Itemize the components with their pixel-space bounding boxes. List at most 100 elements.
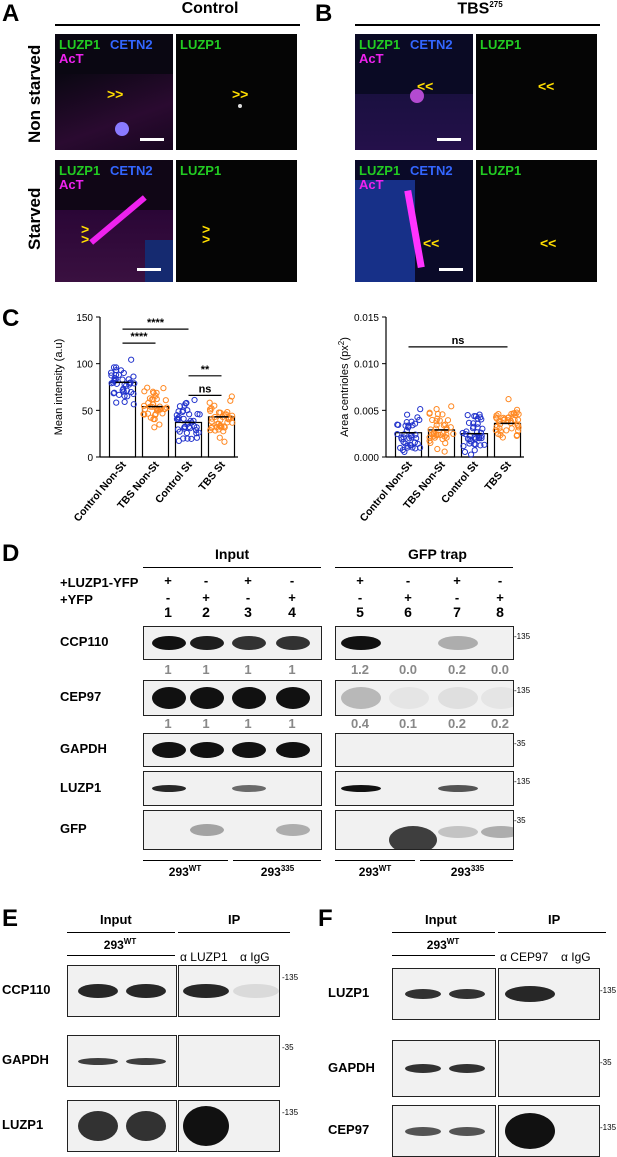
data-point — [174, 426, 182, 433]
channel-label-luzp1: LUZP1 — [180, 163, 222, 178]
data-point — [441, 448, 448, 455]
data-point — [228, 393, 235, 400]
data-point — [181, 424, 188, 431]
ccp110-quant: 1.2 — [350, 662, 370, 677]
blot-band — [276, 687, 310, 709]
blot-row-label: LUZP1 — [328, 985, 370, 1000]
blot-band — [232, 687, 266, 709]
lane-number: 3 — [244, 604, 252, 620]
data-point — [448, 403, 455, 410]
significance-label: ns — [199, 383, 212, 395]
channel-label-luzp1: LUZP1 — [359, 37, 401, 52]
y-tick-label: 0.000 — [354, 453, 379, 464]
blot-band — [449, 1126, 485, 1136]
blot-ip — [178, 1100, 280, 1152]
e-anti-luzp1: α LUZP1 — [180, 950, 228, 964]
blot-band — [389, 687, 429, 709]
blot-band — [341, 636, 381, 650]
data-point — [417, 406, 424, 413]
data-point — [478, 432, 485, 439]
micrograph-b-nonstarved-luzp1: LUZP1 << — [476, 34, 597, 150]
mw-marker: -135 — [514, 777, 531, 786]
arrowheads: >> — [107, 86, 124, 102]
ccp110-quant: 0.0 — [490, 662, 510, 677]
channel-label-act: AcT — [359, 51, 384, 66]
data-point — [493, 412, 500, 419]
mw-marker: -35 — [600, 1058, 612, 1067]
d-gfptrap-rule — [335, 567, 513, 568]
scale-bar — [140, 138, 164, 141]
data-point — [227, 397, 234, 404]
data-point — [221, 423, 228, 430]
data-point — [108, 372, 115, 379]
y-tick-label: 100 — [76, 360, 93, 371]
blot-band — [232, 785, 266, 792]
blot-band — [449, 989, 485, 999]
significance-label: **** — [130, 331, 148, 343]
data-point — [207, 427, 214, 434]
cep97-quant: 1 — [244, 716, 252, 731]
data-point — [500, 414, 507, 421]
f-anti-igg: α IgG — [561, 950, 591, 964]
channel-label-luzp1: LUZP1 — [59, 37, 101, 52]
blot-band — [276, 742, 310, 758]
treatment-sign: + — [453, 573, 461, 588]
micrograph-a-starved-merge: LUZP1 CETN2 AcT > > — [55, 160, 173, 282]
blot-band — [449, 1064, 485, 1073]
arrowheads: << — [540, 235, 557, 251]
data-point — [120, 369, 127, 377]
data-point — [113, 399, 120, 406]
lane-number: 4 — [288, 604, 296, 620]
data-point — [110, 390, 117, 397]
panel-a-title-rule — [55, 24, 300, 26]
cell-line: 293 — [260, 865, 281, 879]
data-point — [124, 393, 131, 400]
significance-label: ns — [452, 335, 465, 347]
data-point — [503, 427, 510, 434]
data-point — [160, 385, 167, 392]
data-point — [432, 425, 439, 432]
micrograph-a-nonstarved-merge: LUZP1 CETN2 AcT >> — [55, 34, 173, 150]
blot-ip — [498, 1105, 600, 1157]
y-tick-label: 50 — [82, 406, 94, 417]
arrowheads: >> — [81, 221, 90, 247]
data-point — [400, 434, 407, 441]
ccp110-quant: 0.2 — [447, 662, 467, 677]
cep97-quant: 0.1 — [398, 716, 418, 731]
channel-label-luzp1: LUZP1 — [59, 163, 101, 178]
data-point — [443, 425, 450, 432]
ccp110-quant: 1 — [288, 662, 296, 677]
row-label-starved: Starved — [25, 187, 44, 250]
e-cell: 293WT — [95, 937, 145, 952]
data-point — [395, 421, 402, 429]
data-point — [180, 415, 187, 422]
data-point — [141, 406, 149, 413]
data-point — [508, 425, 515, 432]
blot-band — [78, 1111, 118, 1141]
treatment-sign: - — [454, 590, 460, 605]
data-point — [217, 422, 224, 430]
data-point — [113, 380, 120, 387]
data-point — [439, 411, 446, 418]
d-cell-rule-4 — [420, 860, 513, 861]
channel-label-cetn2: CETN2 — [110, 37, 153, 52]
data-point — [110, 364, 118, 371]
blot-band — [276, 824, 310, 836]
y-axis-label-end: ) — [339, 337, 351, 341]
lane-number: 1 — [164, 604, 172, 620]
blot-band — [232, 636, 266, 650]
mw-marker: -135 — [514, 632, 531, 641]
blot-band — [405, 1126, 441, 1136]
cell-sup: 335 — [280, 864, 295, 873]
treatment-sign: + — [164, 573, 172, 588]
d-cell-rule-3 — [335, 860, 415, 861]
cep97-quant: 0.4 — [350, 716, 370, 731]
data-point — [459, 429, 466, 437]
data-point — [443, 434, 450, 441]
data-point — [433, 406, 440, 413]
data-point — [162, 397, 169, 404]
data-point — [408, 418, 415, 425]
treatment-sign: - — [245, 590, 251, 605]
micrograph-b-nonstarved-merge: LUZP1 CETN2 AcT << — [355, 34, 473, 150]
data-point — [499, 434, 506, 441]
